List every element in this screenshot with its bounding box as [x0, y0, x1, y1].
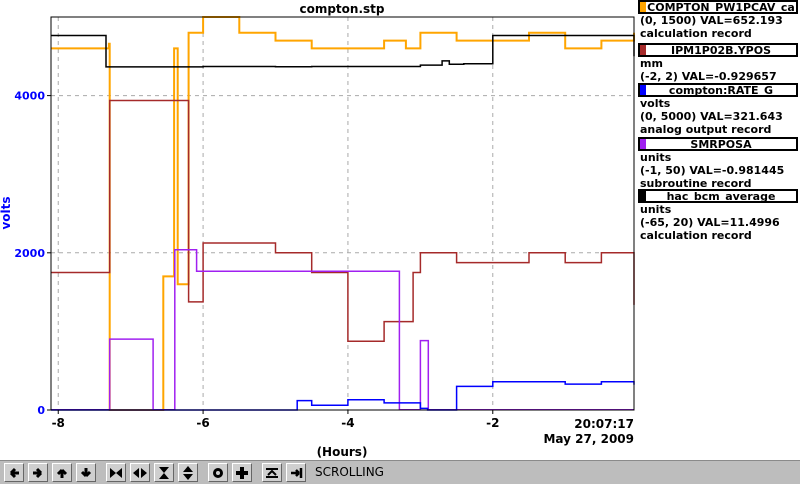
end-time: 20:07:17: [574, 417, 634, 431]
compress-vertical-icon: [159, 467, 169, 479]
expand-vertical-button[interactable]: [178, 463, 198, 482]
legend-name: hac_bcm_average: [666, 190, 776, 203]
x-tick-label-1: -6: [196, 416, 209, 430]
x-tick-label-2: -4: [341, 416, 354, 430]
status-text: SCROLLING: [315, 465, 384, 479]
legend-rtype: subroutine record: [640, 177, 752, 190]
series-line-smrposa: [51, 248, 634, 411]
legend-range: (-2, 2) VAL=-0.929657: [640, 70, 777, 83]
grid-lines: [51, 17, 634, 411]
arrow-up-button[interactable]: [52, 463, 72, 482]
arrow-left-icon: [9, 467, 19, 479]
legend-entry[interactable]: SMRPOSA units (-1, 50) VAL=-0.981445 subrou…: [636, 137, 800, 190]
legend-rtype: analog output record: [640, 123, 772, 136]
legend-rtype: calculation record: [640, 27, 752, 40]
legend-entry[interactable]: IPM1P02B.YPOS mm (-2, 2) VAL=-0.929657: [636, 43, 800, 83]
legend-swatch: [640, 191, 646, 201]
legend-units: units: [640, 151, 672, 164]
expand-horizontal-button[interactable]: [130, 463, 150, 482]
series-line-hac-bcm-average: [51, 34, 635, 68]
y-tick-label-1: 2000: [14, 247, 45, 260]
toolbar: SCROLLING: [0, 460, 800, 484]
crosshair-button[interactable]: [232, 463, 252, 482]
y-ticks: 0 2000 4000: [14, 90, 51, 417]
y-tick-label-2: 4000: [14, 90, 45, 103]
y-tick-label-0: 0: [37, 404, 45, 417]
x-tick-label-0: -8: [52, 416, 65, 430]
legend-range: (0, 1500) VAL=652.193: [640, 14, 783, 27]
series-line-compton-rate-g: [51, 380, 635, 411]
legend-swatch: [640, 45, 646, 55]
stop-scroll-button[interactable]: [286, 463, 306, 482]
legend-units: volts: [640, 97, 671, 110]
arrow-right-icon: [33, 467, 43, 479]
x-tick-label-3: -2: [486, 416, 499, 430]
series-layer: [51, 16, 635, 411]
end-date: May 27, 2009: [543, 432, 634, 446]
arrow-up-icon: [56, 468, 68, 478]
legend-range: (-65, 20) VAL=11.4996: [640, 216, 780, 229]
x-axis-label: (Hours): [317, 445, 368, 459]
record-button[interactable]: [208, 463, 228, 482]
expand-horizontal-icon: [133, 468, 147, 478]
crosshair-icon: [236, 467, 248, 479]
autoscale-icon: [266, 468, 278, 478]
legend-name-box[interactable]: hac_bcm_average: [638, 189, 798, 203]
chart-svg: compton.stp volts 0 2000 4000 -8 -6 -4 -2 (Ho…: [0, 2, 635, 459]
plot-frame: [50, 16, 635, 411]
series-line-ipm1p02b-ypos: [51, 99, 635, 342]
legend-rtype: calculation record: [640, 229, 752, 242]
chart-title: compton.stp: [299, 2, 384, 16]
legend-name-box[interactable]: COMPTON_PW1PCAV_ca: [638, 0, 798, 14]
compress-horizontal-button[interactable]: [106, 463, 126, 482]
expand-vertical-icon: [183, 466, 193, 480]
y-axis-label: volts: [0, 196, 13, 229]
arrow-down-icon: [80, 468, 92, 478]
legend-swatch: [640, 85, 646, 95]
legend-name: compton:RATE_G: [668, 84, 774, 97]
record-icon: [213, 468, 223, 478]
legend-name: COMPTON_PW1PCAV_ca: [647, 1, 795, 14]
arrow-down-button[interactable]: [76, 463, 96, 482]
legend-name: IPM1P02B.YPOS: [671, 44, 771, 57]
arrow-right-button[interactable]: [28, 463, 48, 482]
compress-vertical-button[interactable]: [154, 463, 174, 482]
x-ticks: -8 -6 -4 -2: [52, 410, 499, 430]
legend-name-box[interactable]: SMRPOSA: [638, 137, 798, 151]
legend-swatch: [640, 139, 646, 149]
legend-entry[interactable]: compton:RATE_G volts (0, 5000) VAL=321.643…: [636, 83, 800, 136]
compress-horizontal-icon: [110, 468, 122, 478]
legend-units: mm: [640, 57, 663, 70]
series-line-compton-pw1pcav-ca: [51, 16, 635, 411]
legend-swatch: [640, 2, 646, 12]
arrow-left-button[interactable]: [4, 463, 24, 482]
legend-entry[interactable]: COMPTON_PW1PCAV_ca (0, 1500) VAL=652.193 c…: [636, 0, 800, 40]
legend-name-box[interactable]: IPM1P02B.YPOS: [638, 43, 798, 57]
legend-range: (0, 5000) VAL=321.643: [640, 110, 783, 123]
legend-range: (-1, 50) VAL=-0.981445: [640, 164, 785, 177]
legend-name: SMRPOSA: [690, 138, 752, 151]
stop-scroll-icon: [291, 468, 303, 478]
legend-entry[interactable]: hac_bcm_average units (-65, 20) VAL=11.499…: [636, 189, 800, 242]
legend-name-box[interactable]: compton:RATE_G: [638, 83, 798, 97]
legend: COMPTON_PW1PCAV_ca (0, 1500) VAL=652.193 c…: [636, 0, 800, 460]
autoscale-button[interactable]: [262, 463, 282, 482]
legend-units: units: [640, 203, 672, 216]
